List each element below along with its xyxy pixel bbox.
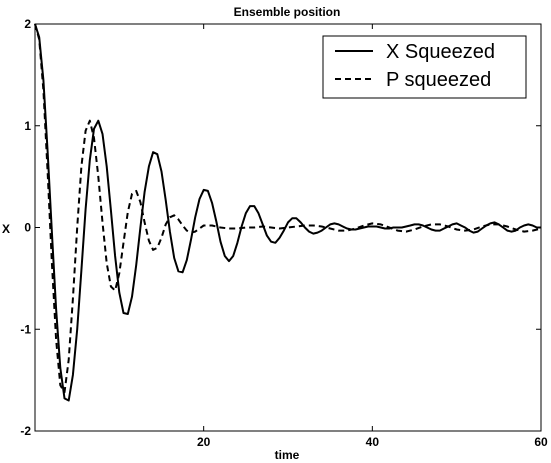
y-tick-label: 0 — [24, 221, 31, 235]
legend-label-p-squeezed: P squeezed — [386, 69, 491, 91]
x-tick-label: 20 — [197, 435, 211, 449]
y-tick-label: 2 — [24, 17, 31, 31]
x-axis-label: time — [275, 448, 300, 462]
plot-area: 20 40 60 -2 -1 0 1 2 — [20, 17, 548, 449]
legend-box — [322, 35, 527, 99]
x-tick-label: 40 — [366, 435, 380, 449]
y-tick-label: -2 — [20, 424, 31, 438]
series-line-p-squeezed — [34, 23, 542, 394]
legend: X Squeezed P squeezed — [322, 35, 527, 99]
legend-label-x-squeezed: X Squeezed — [386, 41, 495, 63]
y-axis-label: X — [2, 222, 10, 236]
x-tick-label: 60 — [534, 435, 548, 449]
y-tick-label: 1 — [24, 119, 31, 133]
y-tick-label: -1 — [20, 322, 31, 336]
chart-title: Ensemble position — [234, 5, 341, 19]
series-line-x-squeezed — [34, 23, 541, 402]
